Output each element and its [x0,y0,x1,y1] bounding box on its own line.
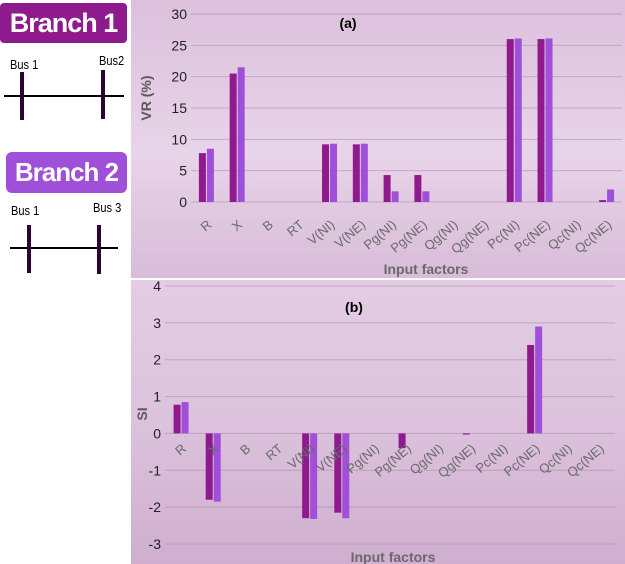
chart-b-bar-s1-pgne [398,433,406,449]
chart-a-bar-s1-pcne [537,39,545,202]
chart-a-bar-s2-x [237,67,245,203]
chart-a-bar-s1-vne [352,144,360,202]
chart-a-bar-s2-vne [360,143,368,202]
chart-a-xtick-label-5: V(NE) [331,217,368,251]
branch1-bus-left-label: Bus 1 [10,57,39,72]
branch1-bus-right-label: Bus2 [99,53,125,68]
chart-b-ytick-label-7: 4 [153,280,161,294]
chart-a-ytick-label-4: 20 [171,69,187,85]
chart-b-bar-s1-vni [302,433,310,519]
chart-a-ytick-label-6: 30 [171,6,187,22]
chart-a-xtick-label-3: RT [284,217,307,240]
chart-a-ylabel: VR (%) [138,75,154,120]
chart-b-bar-s1-vne [334,433,342,513]
chart-b-xlabel: Input factors [351,549,436,564]
chart-a-bar-s1-r [198,153,206,202]
chart-a-xtick-label-4: V(NI) [305,217,338,248]
chart-b-ylabel: SI [134,407,150,420]
chart-b-ytick-label-6: 3 [153,315,161,331]
chart-b-title: (b) [345,299,363,315]
chart-a-xtick-label-11: Pc(NE) [511,217,553,255]
chart-a-bar-s2-qcne [607,189,615,202]
chart-b-bar-s2-vne [342,433,350,519]
branch1-title: Branch 1 [0,3,127,43]
chart-a-xtick-label-0: R [197,217,214,235]
chart-b-bar-s2-pcne [535,326,543,434]
chart-a-bar-s2-pgne [422,191,430,202]
branch2-title: Branch 2 [6,152,127,193]
chart-a-title: (a) [339,15,356,31]
chart-a-bar-s2-pcne [545,38,553,202]
chart-b-xtick-label-11: Pc(NE) [501,441,543,479]
chart-b-ytick-label-4: 1 [153,389,161,405]
chart-a-bar-s1-vni [322,144,330,202]
chart-b-bar-s2-x [213,433,221,502]
chart-b-xtick-label-13: Qc(NE) [564,441,607,480]
chart-b-bar-s2-r [181,402,189,434]
chart-b-bar-s2-vni [310,433,318,519]
chart-a-bar-s1-pgne [414,175,422,202]
chart-b-bar-s1-pcne [527,344,535,434]
chart-a-ytick-label-5: 25 [171,37,187,53]
chart-a-ytick-label-2: 10 [171,131,187,147]
chart-b-background [131,280,625,564]
chart-b-ytick-label-3: 0 [153,425,161,441]
chart-a-bar-s2-pcni [514,38,522,202]
branch2-bus-right-label: Bus 3 [93,200,122,215]
chart-b-xtick-label-3: RT [263,441,286,464]
chart-a-ytick-label-1: 5 [179,163,187,179]
chart-a-bar-s2-pgni [391,191,399,202]
chart-b-ytick-label-5: 2 [153,352,161,368]
chart-a-ytick-label-0: 0 [179,194,187,210]
chart-a-xlabel: Input factors [384,261,469,277]
branch-diagrams [4,70,124,274]
chart-b-bar-s1-r [173,404,181,434]
chart-a-bar-s1-qcne [599,200,607,202]
chart-a-bar-s1-pcni [506,39,514,202]
chart-b-ytick-label-2: -1 [149,462,162,478]
chart-b-xtick-label-2: B [237,441,253,458]
chart-b-bar-s1-x [205,433,213,500]
chart-a-bar-s1-x [229,73,237,203]
chart-a-ytick-label-3: 15 [171,100,187,116]
chart-b-ytick-label-0: -3 [149,536,162,552]
chart-b-bar-s1-qgne [462,433,470,435]
chart-b-ytick-label-1: -2 [149,499,162,515]
chart-a-bar-s2-vni [330,143,338,202]
chart-a-bar-s1-pgni [383,175,391,202]
chart-b-xtick-label-0: R [172,441,189,459]
chart-a-xtick-label-2: B [260,217,276,234]
chart-a-bar-s2-r [206,148,214,202]
branch2-bus-left-label: Bus 1 [11,203,40,218]
chart-a-xtick-label-1: X [229,217,246,234]
chart-b-xtick-label-7: Pg(NE) [372,441,414,480]
